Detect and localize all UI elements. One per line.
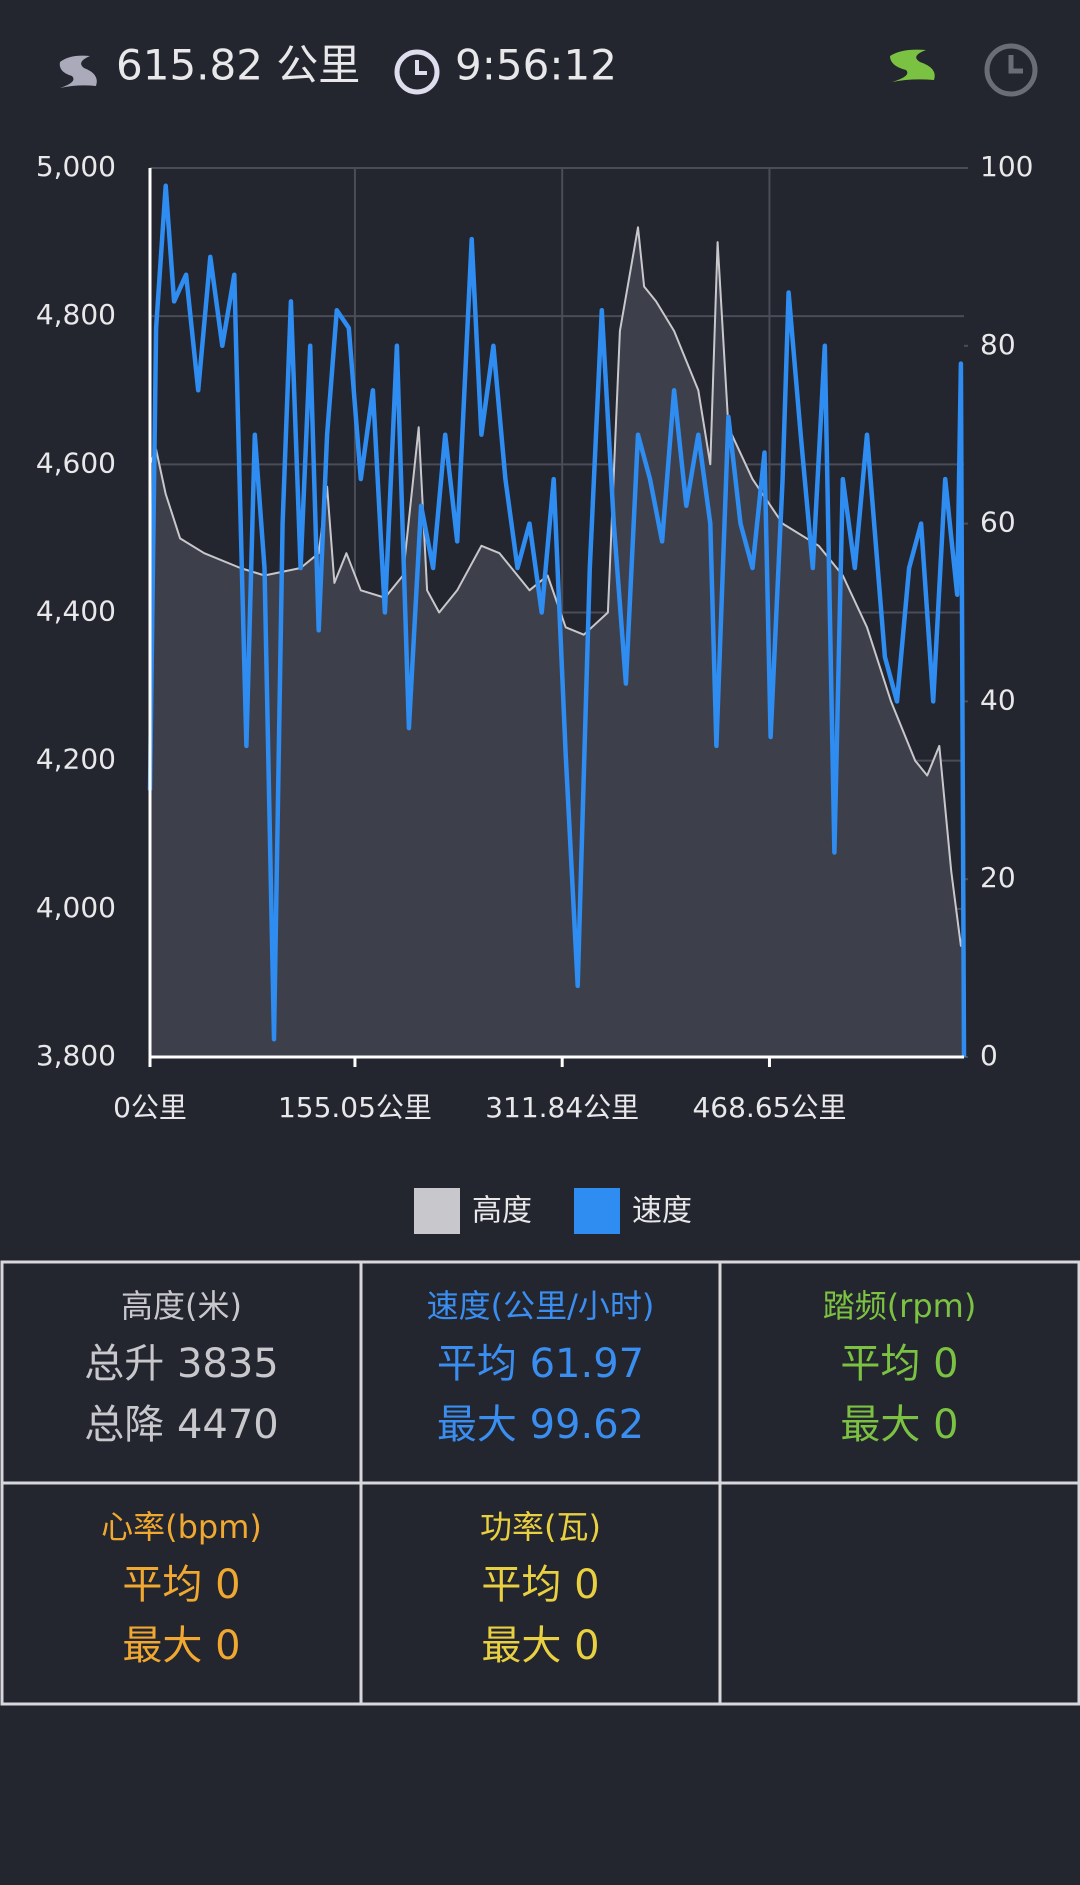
stat-value: 平均 0 <box>481 1562 599 1608</box>
legend-swatch <box>574 1188 620 1234</box>
stat-value: 平均 0 <box>840 1341 958 1387</box>
stat-value: 最大 0 <box>122 1623 240 1669</box>
y2-tick-label: 80 <box>980 328 1016 361</box>
y-tick-label: 4,000 <box>36 891 116 924</box>
legend-swatch <box>414 1188 460 1234</box>
time-view-button[interactable] <box>984 43 1038 97</box>
y-tick-label: 4,600 <box>36 446 116 479</box>
x-tick-label: 311.84公里 <box>485 1091 639 1124</box>
stat-title: 速度(公里/小时) <box>427 1287 655 1325</box>
stat-value: 最大 0 <box>481 1623 599 1669</box>
chart: 3,800 4,000 4,200 4,400 4,600 4,800 5,000 0 20 40… <box>36 150 1034 1124</box>
header-time: 9:56:12 <box>455 41 617 90</box>
stat-value: 平均 0 <box>122 1562 240 1608</box>
area-fill <box>150 227 964 1058</box>
y-tick-label: 3,800 <box>36 1039 116 1072</box>
y-tick-label: 4,400 <box>36 595 116 628</box>
y-tick-label: 4,800 <box>36 298 116 331</box>
x-tick-label: 468.65公里 <box>692 1091 846 1124</box>
legend-label: 速度 <box>632 1194 692 1229</box>
y-tick-label: 4,200 <box>36 743 116 776</box>
stat-value: 最大 99.62 <box>437 1402 644 1448</box>
stat-value: 总降 4470 <box>84 1402 279 1448</box>
stat-value: 总升 3835 <box>84 1341 279 1387</box>
speed-line <box>147 183 967 1058</box>
altitude-line <box>149 226 965 947</box>
y2-tick-label: 0 <box>980 1039 998 1072</box>
stat-title: 心率(bpm) <box>101 1508 262 1546</box>
table-cell <box>718 1481 1080 1706</box>
stat-title: 功率(瓦) <box>480 1508 601 1546</box>
clock-icon <box>394 49 440 95</box>
y2-tick-label: 40 <box>980 683 1016 716</box>
y-tick-label: 5,000 <box>36 150 116 183</box>
stat-value: 平均 61.97 <box>437 1341 644 1387</box>
route-view-button[interactable] <box>890 49 935 82</box>
legend: 高度 速度 <box>414 1188 692 1234</box>
y2-tick-label: 60 <box>980 506 1016 539</box>
y2-tick-label: 100 <box>980 150 1033 183</box>
legend-label: 高度 <box>472 1194 532 1229</box>
y2-tick-label: 20 <box>980 861 1016 894</box>
stat-value: 最大 0 <box>840 1402 958 1448</box>
stat-title: 踏频(rpm) <box>823 1287 977 1325</box>
stats-table: 高度(米) 总升 3835 总降 4470 速度(公里/小时) 平均 61.97 最大 9… <box>0 1260 1080 1706</box>
x-tick-label: 0公里 <box>113 1091 187 1124</box>
stat-title: 高度(米) <box>121 1287 242 1325</box>
x-tick-label: 155.05公里 <box>278 1091 432 1124</box>
header-distance: 615.82 公里 <box>116 41 360 90</box>
distance-icon <box>59 55 97 88</box>
